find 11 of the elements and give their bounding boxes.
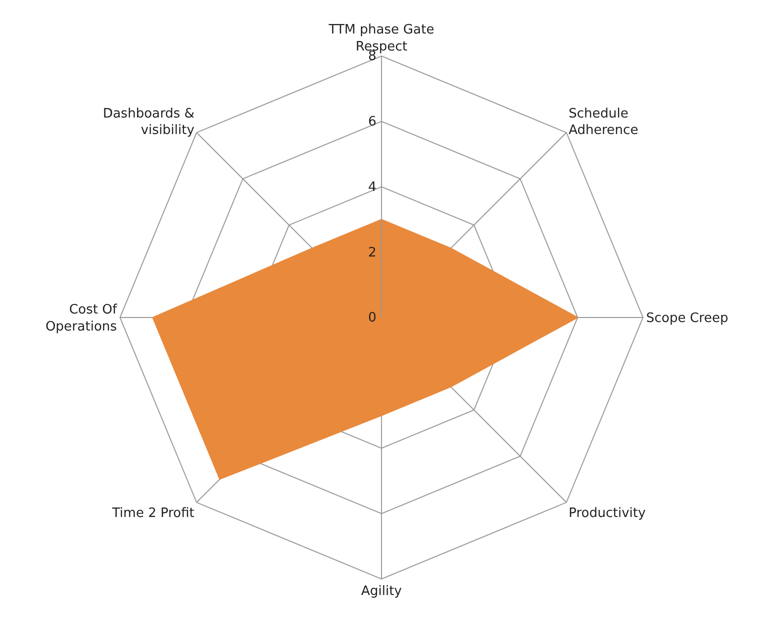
- spoke-label: Cost Of Operations: [45, 302, 118, 334]
- y-tick-label: 2: [368, 245, 376, 260]
- y-tick-label: 0: [368, 310, 376, 326]
- spoke-label: Dashboards & visibility: [102, 106, 195, 138]
- spoke-label: Productivity: [568, 506, 646, 522]
- spoke-label: Time 2 Profit: [111, 506, 194, 522]
- spoke-label: Schedule Adherence: [568, 106, 638, 138]
- y-tick-label: 6: [368, 114, 376, 130]
- y-tick-label: 4: [368, 180, 376, 195]
- spoke-label: Agility: [361, 584, 402, 600]
- spoke-label: Scope Creep: [646, 311, 728, 326]
